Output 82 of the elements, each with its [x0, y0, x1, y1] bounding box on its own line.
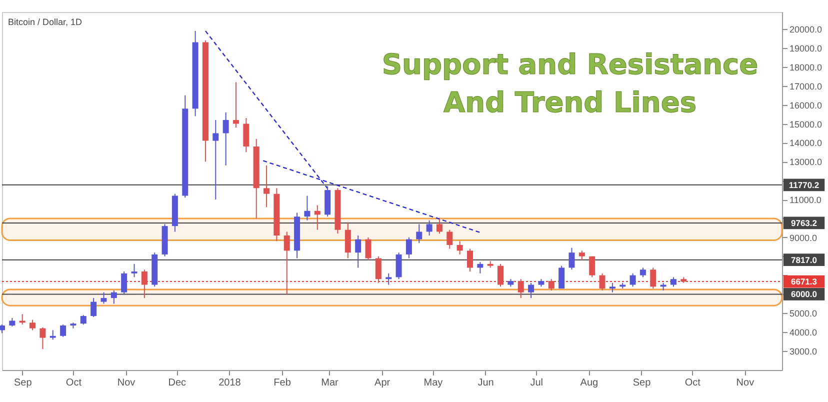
x-tick-label: Sep	[632, 378, 652, 388]
candlestick	[233, 82, 239, 128]
candlestick	[426, 220, 432, 236]
y-tick-label: 4000.0	[790, 328, 818, 338]
candlestick	[670, 276, 676, 288]
candlestick	[110, 290, 117, 304]
x-tick-label: Jul	[530, 378, 544, 388]
text: Bitcoin / Dollar, 1D	[8, 17, 83, 27]
candlestick	[264, 164, 270, 208]
candlestick	[589, 256, 596, 278]
x-tick-label: Sep	[14, 378, 32, 388]
ref-line-label: 7817.0	[791, 254, 818, 265]
candlestick	[222, 112, 229, 166]
y-tick-label: 9000.0	[790, 232, 818, 243]
candlestick	[630, 272, 636, 288]
text: Support and Resistance And Trend Lines	[382, 48, 758, 119]
x-tick-label: Dec	[168, 378, 186, 388]
x-tick-label: May	[424, 378, 443, 388]
y-tick-label: 15000.0	[790, 119, 822, 130]
x-tick-label: Oct	[66, 378, 82, 388]
x-tick-label: Apr	[374, 378, 391, 388]
candlestick	[456, 240, 463, 255]
candlestick	[609, 282, 616, 293]
x-tick-label: Jun	[478, 378, 494, 388]
y-tick-label: 11000.0	[790, 195, 822, 206]
ref-line-label: 9763.2	[791, 218, 818, 228]
x-tick-label: Aug	[580, 378, 598, 388]
x-tick-label: Oct	[684, 378, 701, 388]
y-tick-label: 14000.0	[790, 138, 822, 148]
x-tick-label: Nov	[117, 378, 136, 388]
candlestick	[50, 330, 56, 340]
candlestick	[578, 250, 585, 261]
x-tick-label: Feb	[274, 378, 292, 388]
y-tick-label: 17000.0	[790, 81, 822, 92]
candlestick	[498, 263, 504, 288]
candlestick	[121, 271, 128, 295]
candlestick	[386, 272, 392, 286]
y-tick-label: 3000.0	[790, 346, 818, 357]
y-tick-label: 5000.0	[790, 308, 818, 319]
candlestick	[212, 119, 219, 200]
ref-line-label: 6671.3	[791, 276, 818, 287]
candlestick	[436, 218, 442, 234]
candlestick	[416, 224, 422, 244]
x-tick-label: 2018	[218, 378, 242, 388]
candlestick	[640, 267, 646, 278]
x-tick-label: Nov	[736, 378, 754, 388]
candlestick	[477, 262, 484, 274]
ref-line-label: 11770.2	[788, 180, 820, 190]
candlestick	[568, 247, 575, 270]
candlestick	[558, 265, 565, 290]
candlestick	[90, 298, 97, 318]
candlestick	[650, 267, 656, 290]
candlestick	[30, 319, 36, 331]
y-tick-label: 18000.0	[790, 62, 822, 72]
candlestick	[344, 222, 351, 259]
candlestick	[304, 195, 310, 221]
y-tick-label: 13000.0	[790, 157, 822, 168]
x-tick-label: Mar	[321, 378, 340, 388]
candlestick	[446, 229, 453, 250]
candlestick	[396, 252, 402, 280]
candlestick	[355, 235, 362, 268]
ref-line-label: 6000.0	[791, 289, 818, 300]
candlestick	[365, 236, 372, 261]
candlestick	[548, 278, 554, 291]
candlestick	[467, 248, 473, 272]
candlestick	[131, 263, 138, 278]
candlestick	[518, 278, 524, 299]
candlestick	[406, 236, 412, 259]
y-tick-label: 19000.0	[790, 43, 822, 54]
candlestick	[60, 324, 66, 338]
candlestick	[284, 231, 290, 295]
candlestick	[528, 282, 534, 299]
candlestick	[100, 292, 107, 304]
candlestick	[314, 204, 320, 230]
candlestick	[80, 314, 86, 326]
y-tick-label: 16000.0	[790, 100, 822, 110]
candlestick	[141, 269, 148, 299]
candlestick	[599, 272, 606, 291]
candlestick	[375, 256, 382, 284]
candlestick	[243, 118, 250, 153]
candlestick	[40, 326, 46, 350]
y-tick-label: 20000.0	[790, 24, 822, 35]
